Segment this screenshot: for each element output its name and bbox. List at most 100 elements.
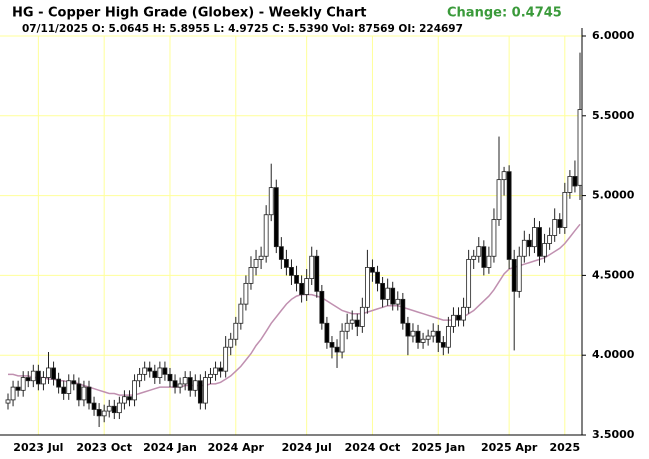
y-tick-label: 6.0000	[592, 29, 635, 42]
candle-body	[152, 370, 158, 378]
candle-body	[76, 383, 82, 401]
candle-body	[177, 383, 183, 388]
candle-body	[35, 370, 41, 385]
candle-body	[542, 243, 547, 257]
candle-body	[486, 255, 492, 268]
candle-body	[101, 410, 107, 417]
candle-body	[142, 367, 148, 375]
candle-body	[111, 405, 117, 414]
candle-body	[461, 306, 466, 321]
candle-body	[309, 255, 315, 279]
candle-body	[354, 319, 360, 327]
candle-body	[167, 373, 173, 382]
candle-body	[218, 367, 224, 372]
candle-body	[147, 367, 153, 372]
candle-body	[56, 378, 62, 388]
candle-body	[208, 373, 213, 378]
x-tick-label: 2025 Jan	[411, 441, 465, 454]
candle-body	[278, 246, 284, 260]
candle-body	[481, 246, 487, 268]
candle-body	[268, 187, 274, 216]
candle-body	[435, 330, 441, 343]
candle-body	[5, 399, 11, 404]
y-tick-label: 5.0000	[592, 189, 635, 202]
candle-body	[471, 255, 477, 260]
y-tick-label: 5.5000	[592, 109, 635, 122]
candle-body	[81, 386, 87, 401]
candle-body	[314, 255, 320, 292]
candle-body	[375, 271, 380, 284]
candle-body	[238, 303, 244, 324]
candle-body	[258, 255, 264, 260]
candle-body	[132, 380, 137, 401]
candle-body	[526, 239, 532, 248]
candle-body	[532, 227, 537, 248]
x-tick-label: 2025	[550, 441, 581, 454]
candle-body	[66, 380, 72, 394]
candle-body	[86, 386, 92, 404]
candle-body	[430, 330, 436, 337]
y-tick-label: 4.0000	[592, 348, 635, 361]
candle-body	[516, 255, 522, 292]
candle-body	[228, 338, 234, 348]
candle-body	[405, 322, 411, 337]
candle-body	[223, 346, 229, 372]
candle-body	[243, 282, 249, 305]
x-tick-label: 2024 Apr	[208, 441, 265, 454]
candle-body	[496, 179, 502, 220]
candle-body	[157, 367, 163, 378]
candle-body	[182, 377, 188, 385]
candle-body	[390, 287, 396, 305]
candle-body	[91, 402, 97, 410]
candle-body	[253, 259, 259, 268]
candle-body	[15, 386, 21, 391]
candle-body	[547, 235, 553, 244]
candle-body	[324, 322, 330, 343]
candle-body	[10, 386, 16, 401]
candle-body	[410, 330, 416, 337]
x-tick-label: 2023 Oct	[76, 441, 132, 454]
candle-body	[420, 338, 426, 343]
candle-body	[572, 176, 578, 187]
candle-body	[30, 370, 36, 382]
candle-body	[400, 298, 406, 324]
candle-body	[213, 367, 218, 375]
candle-body	[197, 380, 203, 404]
candle-body	[233, 322, 239, 340]
candle-body	[46, 367, 51, 378]
x-tick-label: 2025 Apr	[481, 441, 538, 454]
candle-body	[294, 274, 299, 284]
candle-body	[334, 346, 340, 353]
candle-body	[106, 405, 112, 412]
candle-body	[187, 377, 193, 391]
candle-body	[440, 342, 446, 348]
candle-body	[395, 298, 401, 305]
candle-body	[25, 377, 31, 382]
candle-body	[203, 377, 208, 404]
candle-body	[445, 326, 451, 348]
x-tick-label: 2024 Jan	[143, 441, 197, 454]
candle-body	[127, 396, 132, 401]
change-label: Change: 0.4745	[447, 6, 562, 21]
candle-body	[364, 267, 370, 308]
candle-body	[319, 290, 325, 324]
candle-body	[96, 409, 102, 417]
candle-body	[339, 330, 345, 353]
candle-body	[304, 278, 310, 295]
y-tick-label: 3.5000	[592, 428, 635, 441]
x-tick-label: 2023 Jul	[13, 441, 63, 454]
candle-body	[192, 380, 198, 391]
candle-body	[20, 377, 26, 391]
candle-body	[172, 380, 178, 388]
candle-body	[61, 386, 67, 394]
candle-body	[537, 227, 542, 257]
candle-body	[385, 287, 391, 300]
candle-body	[248, 267, 254, 284]
candle-body	[51, 367, 56, 380]
moving-average	[8, 223, 581, 396]
candle-body	[359, 306, 365, 327]
candle-body	[299, 282, 304, 295]
candle-body	[506, 171, 512, 260]
chart-title: HG - Copper High Grade (Globex) - Weekly…	[12, 6, 366, 21]
